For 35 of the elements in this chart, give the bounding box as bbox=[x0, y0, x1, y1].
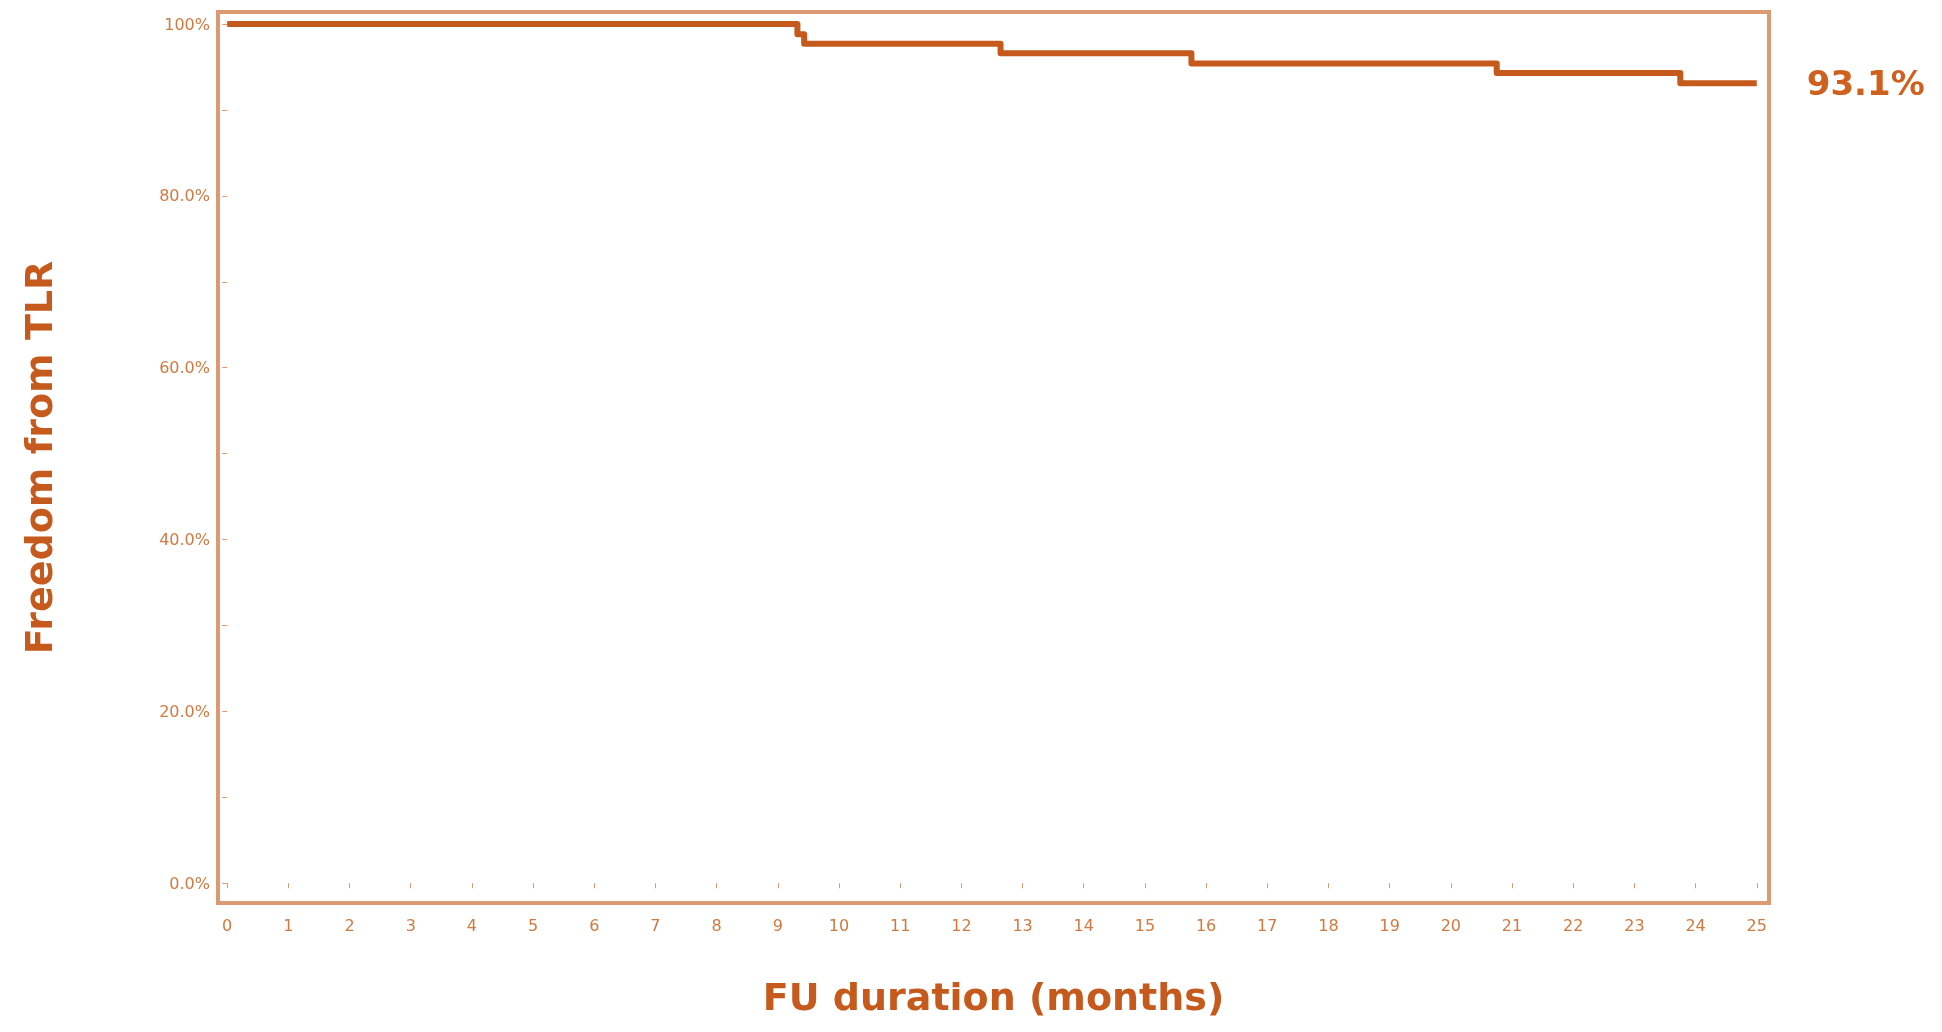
x-tick-label: 14 bbox=[1073, 915, 1094, 935]
y-tick-label: 80.0% bbox=[159, 186, 210, 206]
x-tick-label: 2 bbox=[344, 915, 355, 935]
x-tick-label: 0 bbox=[222, 915, 233, 935]
y-tick-label: 60.0% bbox=[159, 358, 210, 378]
x-tick-label: 20 bbox=[1440, 915, 1462, 935]
x-tick-label: 25 bbox=[1746, 915, 1767, 935]
x-tick-label: 6 bbox=[589, 915, 600, 935]
x-tick-label: 4 bbox=[466, 915, 477, 935]
x-tick-label: 5 bbox=[528, 915, 539, 935]
x-axis-title: FU duration (months) bbox=[762, 975, 1225, 1019]
y-tick-label: 20.0% bbox=[159, 701, 210, 721]
x-tick-label: 24 bbox=[1685, 915, 1706, 935]
x-tick-label: 19 bbox=[1379, 915, 1400, 935]
x-tick-label: 21 bbox=[1501, 915, 1523, 935]
y-tick-label: 100% bbox=[164, 14, 210, 34]
x-tick-label: 12 bbox=[951, 915, 972, 935]
x-tick-label: 15 bbox=[1134, 915, 1156, 935]
x-tick-label: 7 bbox=[650, 915, 661, 935]
x-tick-label: 3 bbox=[405, 915, 416, 935]
y-tick-label: 40.0% bbox=[159, 530, 210, 550]
x-tick-label: 11 bbox=[890, 915, 911, 935]
x-tick-label: 22 bbox=[1563, 915, 1584, 935]
x-tick-label: 1 bbox=[283, 915, 294, 935]
y-tick-label: 0.0% bbox=[169, 873, 210, 893]
annotation: 93.1% bbox=[1806, 63, 1925, 104]
x-tick-label: 16 bbox=[1195, 915, 1217, 935]
x-tick-label: 23 bbox=[1624, 915, 1645, 935]
y-axis-title: Freedom from TLR bbox=[17, 260, 61, 655]
x-tick-label: 10 bbox=[828, 915, 850, 935]
x-tick-label: 8 bbox=[711, 915, 722, 935]
x-tick-label: 9 bbox=[772, 915, 783, 935]
x-tick-label: 17 bbox=[1257, 915, 1278, 935]
x-tick-label: 18 bbox=[1318, 915, 1339, 935]
x-tick-label: 13 bbox=[1012, 915, 1033, 935]
